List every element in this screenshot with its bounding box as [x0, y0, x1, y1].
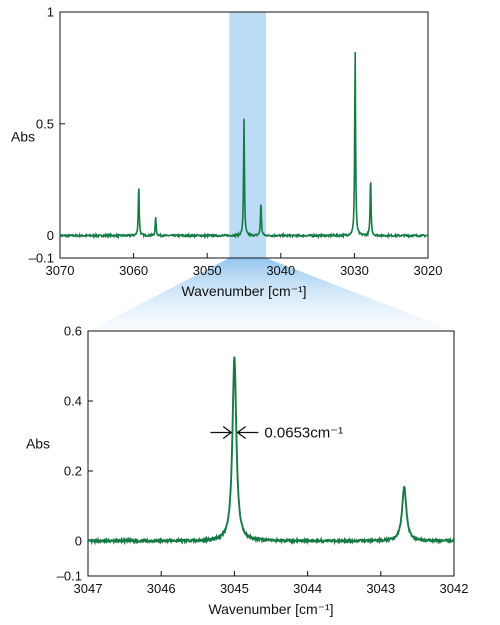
x-tick-label: 3042: [440, 581, 469, 596]
x-tick-label: 3043: [366, 581, 395, 596]
zoom-connector: [88, 258, 454, 331]
x-tick-label: 3060: [119, 263, 148, 278]
overview-spectrum-line: [59, 52, 429, 240]
overview-chart: 3070 3060 3050 3040 3030 3020 –0.1 0 0.5 1 Abs Wa…: [11, 5, 443, 300]
y-tick-label: 0.4: [64, 394, 82, 409]
overview-y-axis-label: Abs: [11, 129, 35, 145]
overview-axis-ticks: 3070 3060 3050 3040 3030 3020 –0.1 0 0.5 1: [29, 5, 443, 279]
zoom-chart: 3047 3046 3045 3044 3043 3042 –0.1 0 0.2 0.4 0.6 0…: [26, 324, 469, 618]
zoom-spectrum-line: [87, 356, 455, 546]
x-tick-label: 3070: [46, 263, 75, 278]
zoom-plot-frame: [87, 330, 455, 577]
x-tick-label: 3046: [147, 581, 176, 596]
x-tick-label: 3050: [193, 263, 222, 278]
overview-plot-frame: [59, 11, 429, 259]
zoom-axis-ticks: 3047 3046 3045 3044 3043 3042 –0.1 0 0.2 0.4 0.6: [57, 324, 469, 597]
y-tick-label: –0.1: [57, 569, 82, 584]
y-tick-label: 0.5: [36, 116, 54, 131]
x-tick-label: 3044: [293, 581, 322, 596]
x-tick-label: 3020: [414, 263, 443, 278]
zoom-y-axis-label: Abs: [26, 435, 50, 451]
y-tick-label: 0.2: [64, 464, 82, 479]
y-tick-label: 0: [75, 534, 82, 549]
zoom-plot-background: [88, 331, 454, 576]
fwhm-marker: [210, 425, 259, 440]
y-tick-label: 0: [47, 228, 54, 243]
fwhm-arrows: [210, 425, 259, 440]
x-tick-label: 3040: [266, 263, 295, 278]
fwhm-label: 0.0653cm⁻¹: [264, 425, 343, 442]
x-tick-label: 3030: [340, 263, 369, 278]
y-tick-label: –0.1: [29, 251, 54, 266]
y-tick-label: 0.6: [64, 324, 82, 339]
overview-x-axis-label: Wavenumber [cm⁻¹]: [181, 283, 306, 299]
zoom-x-axis-label: Wavenumber [cm⁻¹]: [208, 601, 333, 617]
x-tick-label: 3045: [220, 581, 249, 596]
x-tick-label: 3047: [74, 581, 103, 596]
y-tick-label: 1: [47, 5, 54, 20]
